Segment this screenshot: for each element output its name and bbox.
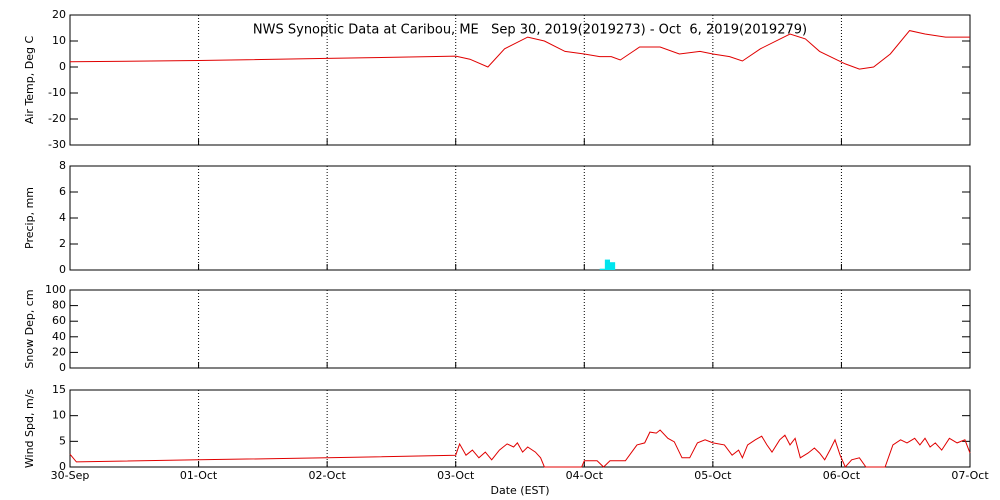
y-tick-label: 15 — [52, 383, 66, 396]
y-tick-label: 60 — [52, 314, 66, 327]
x-tick-label: 02-Oct — [308, 469, 346, 482]
x-tick-label: 06-Oct — [823, 469, 861, 482]
x-tick-label: 05-Oct — [694, 469, 732, 482]
y-tick-label: 0 — [59, 60, 66, 73]
y-tick-label: 0 — [59, 460, 66, 473]
y-tick-label: 8 — [59, 159, 66, 172]
x-tick-label: 07-Oct — [951, 469, 989, 482]
bar — [610, 262, 616, 270]
bar — [604, 259, 610, 270]
y-tick-label: 0 — [59, 263, 66, 276]
y-tick-label: 10 — [52, 34, 66, 47]
y-tick-label: 20 — [52, 345, 66, 358]
y-tick-label: -20 — [48, 112, 66, 125]
line — [69, 429, 971, 468]
x-tick-label: 03-Oct — [437, 469, 475, 482]
y-axis-label: Wind Spd, m/s — [23, 389, 36, 469]
x-tick-label: 04-Oct — [566, 469, 604, 482]
y-tick-label: 4 — [59, 211, 66, 224]
chart-title: NWS Synoptic Data at Caribou, ME Sep 30,… — [253, 23, 807, 38]
x-tick-label: 30-Sep — [51, 469, 90, 482]
plot-frame — [69, 289, 971, 369]
y-axis-label: Snow Dep, cm — [23, 289, 36, 368]
y-tick-label: -30 — [48, 138, 66, 151]
plot-frame — [69, 389, 971, 468]
bar — [599, 268, 605, 270]
y-tick-label: 2 — [59, 237, 66, 250]
y-tick-label: 5 — [59, 434, 66, 447]
y-tick-label: 20 — [52, 8, 66, 21]
x-axis-label: Date (EST) — [490, 484, 549, 497]
y-axis-label: Precip, mm — [23, 187, 36, 249]
y-tick-label: 10 — [52, 409, 66, 422]
y-axis-label: Air Temp, Deg C — [23, 36, 36, 125]
y-tick-label: -10 — [48, 86, 66, 99]
y-tick-label: 100 — [45, 283, 66, 296]
line — [69, 30, 970, 70]
y-tick-label: 6 — [59, 185, 66, 198]
plot-frame — [69, 165, 971, 271]
plot-frame — [69, 14, 971, 146]
y-tick-label: 40 — [52, 330, 66, 343]
x-tick-label: 01-Oct — [180, 469, 218, 482]
y-tick-label: 0 — [59, 361, 66, 374]
y-tick-label: 80 — [52, 299, 66, 312]
